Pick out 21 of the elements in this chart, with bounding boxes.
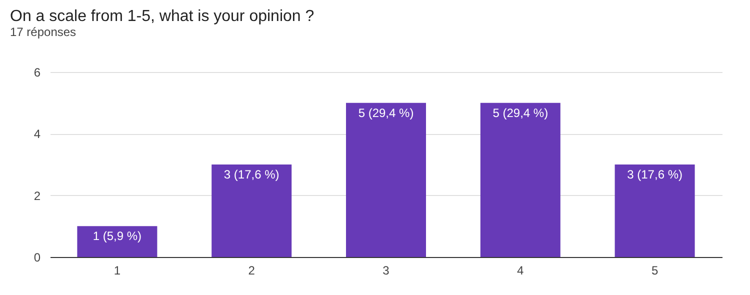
chart-subtitle: 17 réponses: [10, 25, 76, 39]
x-tick-label: 4: [517, 264, 524, 278]
bar: [346, 102, 426, 257]
data-label: 1 (5,9 %): [92, 229, 142, 244]
chart-title: On a scale from 1-5, what is your opinion ?: [10, 8, 314, 25]
bar: [77, 226, 158, 257]
y-tick-label: 2: [34, 188, 41, 203]
data-label: 3 (17,6 %): [224, 168, 280, 182]
y-tick-label: 6: [34, 66, 41, 80]
data-label: 5 (29,4 %): [358, 106, 414, 120]
bar: [614, 164, 695, 257]
bar: [480, 102, 560, 257]
bar: [212, 164, 292, 257]
data-label: 3 (17,6 %): [627, 168, 682, 182]
x-tick-label: 3: [382, 264, 390, 278]
y-tick-label: 4: [34, 127, 41, 142]
x-tick-label: 1: [114, 264, 121, 278]
y-tick-label: 0: [34, 250, 41, 264]
data-label: 5 (29,4 %): [492, 106, 548, 120]
x-tick-label: 2: [248, 264, 256, 278]
x-tick-label: 5: [651, 264, 658, 278]
